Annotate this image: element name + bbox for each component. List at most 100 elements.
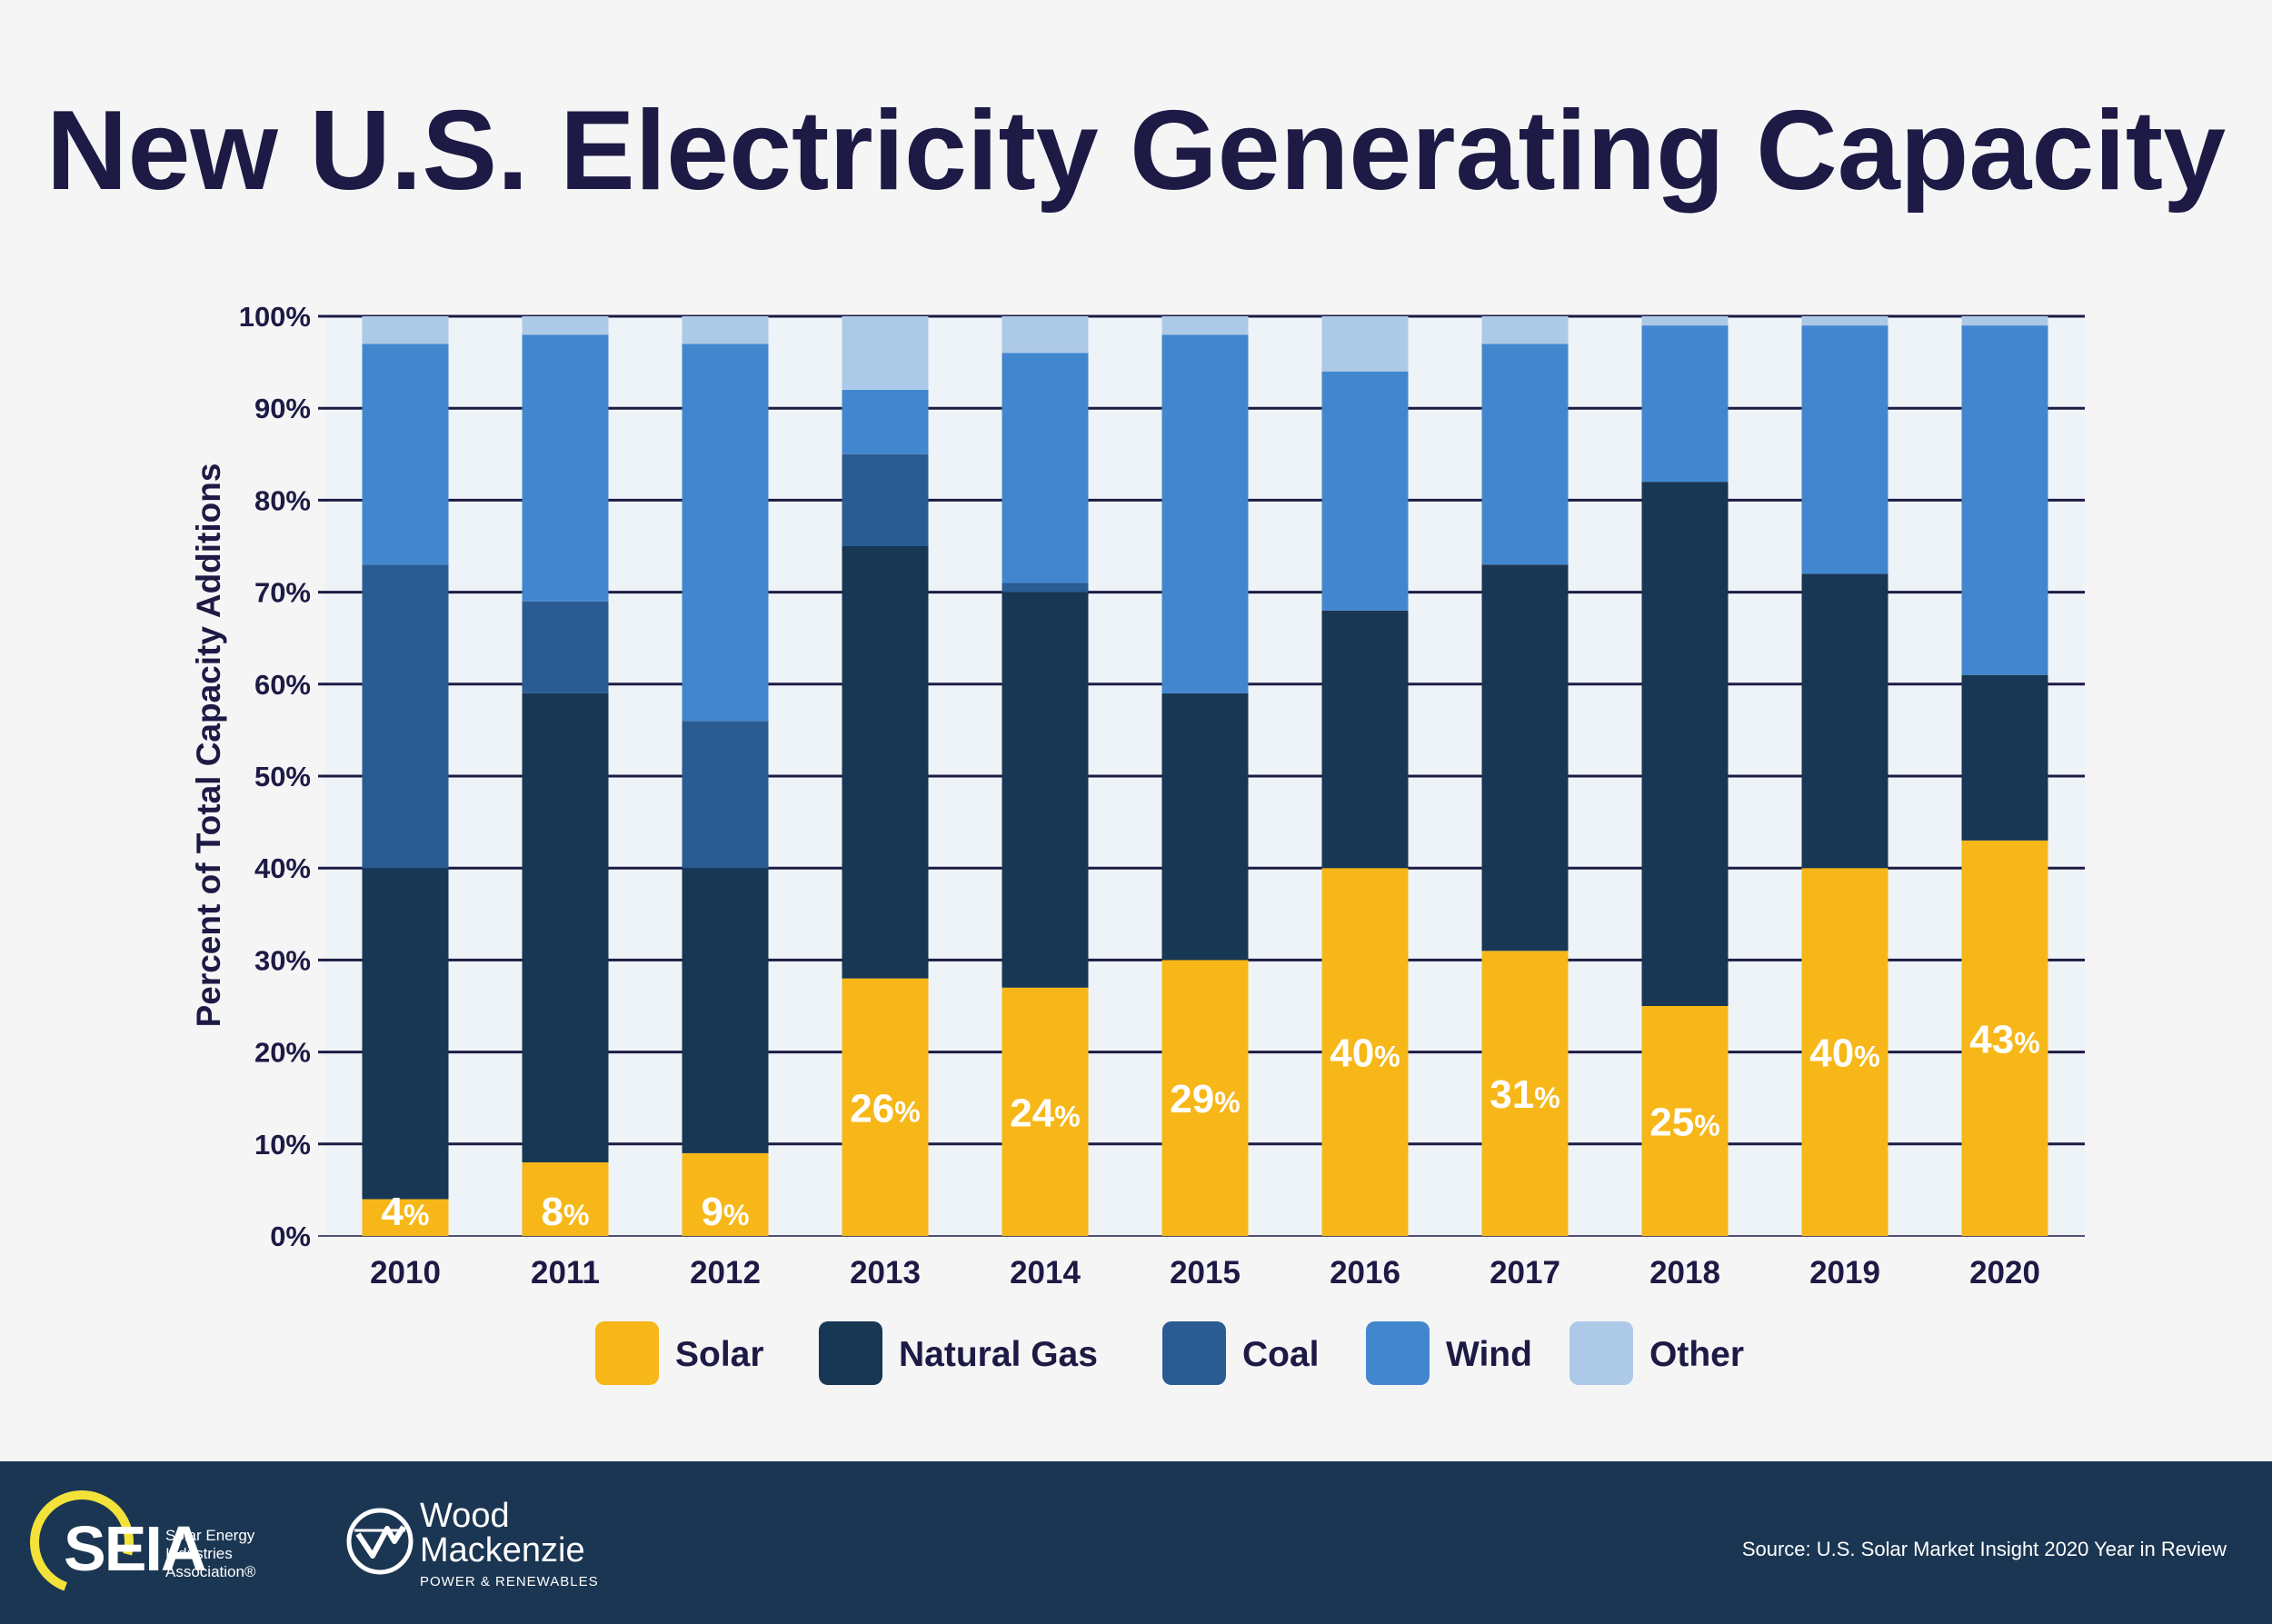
- bar-segment-other: [1961, 316, 2048, 326]
- bar-segment-natural-gas: [1641, 482, 1729, 1006]
- bar-segment-natural-gas: [1161, 692, 1249, 961]
- bar-segment-other: [682, 316, 769, 344]
- bar-segment-other: [1801, 316, 1888, 326]
- bar-segment-natural-gas: [1001, 592, 1089, 988]
- bars: [362, 316, 2048, 1236]
- bar-segment-solar: [682, 1152, 769, 1236]
- bar-segment-solar: [842, 978, 929, 1236]
- bar-segment-wind: [1961, 325, 2048, 675]
- bar-segment-solar: [1641, 1006, 1729, 1236]
- bar-segment-natural-gas: [842, 546, 929, 979]
- bar-segment-other: [522, 316, 609, 335]
- y-tick-label: 90%: [254, 393, 311, 424]
- legend-swatch: [819, 1321, 882, 1385]
- legend-label: Coal: [1242, 1335, 1320, 1374]
- bar-segment-natural-gas: [1481, 564, 1569, 951]
- x-tick-label: 2019: [1809, 1255, 1880, 1290]
- wood-mackenzie-name-line1: Wood: [420, 1497, 510, 1535]
- y-tick-label: 70%: [254, 577, 311, 609]
- bar-segment-wind: [362, 344, 449, 565]
- bar-segment-wind: [842, 389, 929, 454]
- data-label: 29%: [1170, 1077, 1240, 1121]
- bar-segment-natural-gas: [522, 692, 609, 1163]
- seia-subtitle-line: Industries: [165, 1545, 233, 1562]
- data-label: 31%: [1490, 1072, 1560, 1117]
- seia-sun-icon: [27, 1487, 164, 1598]
- seia-subtitle-line: Association®: [165, 1563, 256, 1580]
- y-tick-label: 30%: [254, 944, 311, 976]
- bar-segment-natural-gas: [682, 868, 769, 1153]
- data-labels: 4% 8% 9% 26% 24% 29% 40% 31% 25% 40% 43%: [382, 1017, 2040, 1234]
- legend-swatch: [1162, 1321, 1226, 1385]
- footer: SEIA Solar Energy Industries Association…: [0, 1461, 2272, 1624]
- legend-label: Wind: [1446, 1335, 1532, 1374]
- y-tick-label: 10%: [254, 1129, 311, 1161]
- y-axis-label: Percent of Total Capacity Additions: [190, 463, 227, 1028]
- x-tick-label: 2011: [531, 1255, 600, 1290]
- bar-segment-wind: [522, 334, 609, 602]
- bar-segment-coal: [362, 564, 449, 869]
- bar-segment-natural-gas: [1321, 610, 1409, 869]
- data-label: 8%: [542, 1190, 590, 1234]
- bar-segment-other: [1481, 316, 1569, 344]
- bar-segment-solar: [1961, 840, 2048, 1236]
- y-tick-label: 50%: [254, 761, 311, 792]
- seia-subtitle-line: Solar Energy: [165, 1527, 255, 1544]
- bar-segment-coal: [842, 453, 929, 546]
- x-tick-label: 2015: [1170, 1255, 1241, 1290]
- bar-segment-coal: [682, 721, 769, 869]
- y-tick-label: 80%: [254, 484, 311, 516]
- seia-subtitle: Solar Energy Industries Association®: [165, 1527, 320, 1581]
- bar-segment-other: [1001, 316, 1089, 354]
- x-tick-label: 2017: [1490, 1255, 1560, 1290]
- legend-label: Natural Gas: [899, 1335, 1098, 1374]
- bar-segment-coal: [1001, 583, 1089, 593]
- bar-segment-solar: [1321, 868, 1409, 1236]
- bar-segment-wind: [682, 344, 769, 722]
- x-tick-label: 2013: [850, 1255, 921, 1290]
- y-tick-label: 60%: [254, 669, 311, 701]
- y-tick-label: 40%: [254, 852, 311, 884]
- chart-title: New U.S. Electricity Generating Capacity: [45, 88, 2227, 214]
- stacked-bar-chart: 4% 8% 9% 26% 24% 29% 40% 31% 25% 40% 43% 0% 10% 20% 3…: [190, 301, 2085, 1385]
- bar-segment-solar: [1481, 951, 1569, 1236]
- data-label: 26%: [850, 1086, 920, 1131]
- seia-logo: SEIA Solar Energy Industries Association…: [27, 1487, 318, 1598]
- axes: 0% 10% 20% 30% 40% 50% 60% 70% 80% 90% 100% 2010 201…: [239, 301, 2040, 1290]
- bar-segment-wind: [1161, 334, 1249, 693]
- bar-segment-solar: [1161, 960, 1249, 1236]
- bar-segment-coal: [522, 601, 609, 693]
- bar-segment-wind: [1481, 344, 1569, 565]
- bar-segment-natural-gas: [1801, 573, 1888, 869]
- x-tick-label: 2016: [1330, 1255, 1400, 1290]
- bar-segment-solar: [1801, 868, 1888, 1236]
- wood-mackenzie-subtitle: POWER & RENEWABLES: [420, 1574, 599, 1589]
- bar-segment-natural-gas: [362, 868, 449, 1200]
- data-label: 24%: [1010, 1091, 1080, 1135]
- data-label: 4%: [382, 1190, 430, 1234]
- legend: Solar Natural Gas Coal Wind Other: [595, 1321, 1744, 1385]
- wood-mackenzie-name-line2: Mackenzie: [420, 1531, 585, 1569]
- x-tick-label: 2018: [1649, 1255, 1720, 1290]
- bar-segment-other: [1321, 316, 1409, 372]
- legend-swatch: [1366, 1321, 1430, 1385]
- wood-mackenzie-logo: Wood Mackenzie POWER & RENEWABLES: [345, 1498, 618, 1598]
- bar-segment-wind: [1321, 371, 1409, 611]
- legend-swatch: [1569, 1321, 1633, 1385]
- data-label: 9%: [702, 1190, 750, 1234]
- data-label: 40%: [1809, 1031, 1879, 1076]
- x-tick-label: 2014: [1010, 1255, 1081, 1290]
- data-label: 43%: [1969, 1017, 2039, 1061]
- bar-segment-wind: [1801, 325, 1888, 574]
- bar-segment-other: [1641, 316, 1729, 326]
- data-label: 25%: [1649, 1101, 1719, 1145]
- y-tick-label: 100%: [239, 301, 311, 333]
- x-tick-label: 2010: [370, 1255, 441, 1290]
- bar-segment-solar: [1001, 987, 1089, 1236]
- bar-segment-wind: [1001, 353, 1089, 583]
- bar-segment-natural-gas: [1961, 674, 2048, 841]
- wood-mackenzie-mark-icon: [345, 1507, 414, 1576]
- bar-segment-other: [362, 316, 449, 344]
- y-tick-label: 0%: [270, 1220, 311, 1252]
- x-tick-label: 2020: [1969, 1255, 2040, 1290]
